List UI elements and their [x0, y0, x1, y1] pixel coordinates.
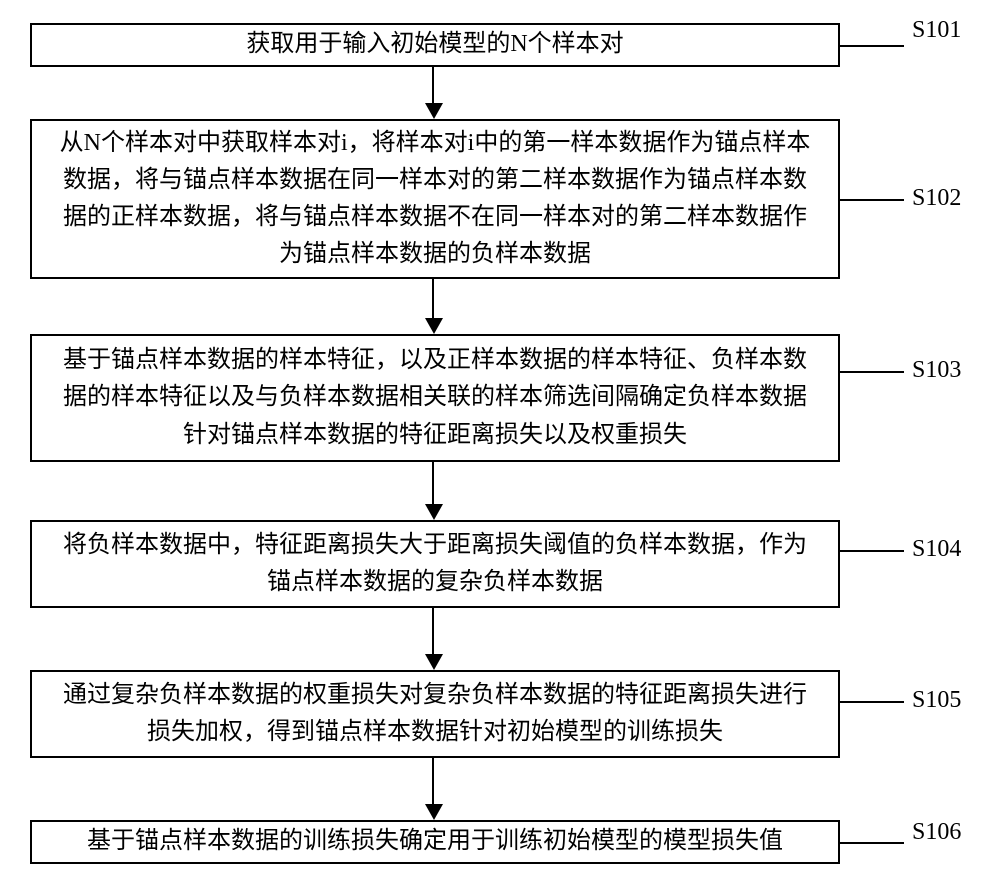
- arrow-head-2: [425, 504, 443, 520]
- step-label-s101: S101: [912, 17, 961, 44]
- lead-line-s103: [840, 371, 904, 373]
- step-label-s104: S104: [912, 536, 961, 563]
- arrow-shaft-4: [432, 758, 434, 804]
- arrow-head-1: [425, 318, 443, 334]
- arrow-shaft-2: [432, 462, 434, 504]
- step-text: 通过复杂负样本数据的权重损失对复杂负样本数据的特征距离损失进行损失加权，得到锚点…: [52, 677, 818, 751]
- arrow-shaft-1: [432, 279, 434, 318]
- step-box-s102: 从N个样本对中获取样本对i，将样本对i中的第一样本数据作为锚点样本数据，将与锚点…: [30, 119, 840, 279]
- arrow-head-4: [425, 804, 443, 820]
- lead-line-s106: [840, 842, 904, 844]
- step-box-s106: 基于锚点样本数据的训练损失确定用于训练初始模型的模型损失值: [30, 820, 840, 864]
- lead-line-s101: [840, 45, 904, 47]
- step-box-s103: 基于锚点样本数据的样本特征，以及正样本数据的样本特征、负样本数据的样本特征以及与…: [30, 334, 840, 462]
- lead-line-s102: [840, 199, 904, 201]
- flowchart-canvas: 获取用于输入初始模型的N个样本对 S101 从N个样本对中获取样本对i，将样本对i中…: [0, 0, 1000, 889]
- step-text: 基于锚点样本数据的训练损失确定用于训练初始模型的模型损失值: [87, 823, 783, 860]
- arrow-shaft-3: [432, 608, 434, 654]
- lead-line-s105: [840, 701, 904, 703]
- step-box-s105: 通过复杂负样本数据的权重损失对复杂负样本数据的特征距离损失进行损失加权，得到锚点…: [30, 670, 840, 758]
- step-label-s102: S102: [912, 185, 961, 212]
- step-box-s104: 将负样本数据中，特征距离损失大于距离损失阈值的负样本数据，作为锚点样本数据的复杂…: [30, 520, 840, 608]
- step-label-s103: S103: [912, 357, 961, 384]
- step-box-s101: 获取用于输入初始模型的N个样本对: [30, 23, 840, 67]
- arrow-head-3: [425, 654, 443, 670]
- step-text: 获取用于输入初始模型的N个样本对: [246, 26, 623, 63]
- arrow-head-0: [425, 103, 443, 119]
- step-text: 将负样本数据中，特征距离损失大于距离损失阈值的负样本数据，作为锚点样本数据的复杂…: [52, 527, 818, 601]
- step-label-s105: S105: [912, 687, 961, 714]
- step-text: 从N个样本对中获取样本对i，将样本对i中的第一样本数据作为锚点样本数据，将与锚点…: [52, 125, 818, 274]
- lead-line-s104: [840, 550, 904, 552]
- step-label-s106: S106: [912, 819, 961, 846]
- step-text: 基于锚点样本数据的样本特征，以及正样本数据的样本特征、负样本数据的样本特征以及与…: [52, 342, 818, 454]
- arrow-shaft-0: [432, 67, 434, 103]
